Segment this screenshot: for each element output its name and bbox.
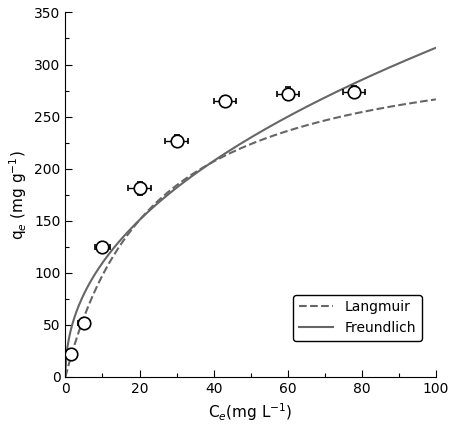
Langmuir bbox=[240, 144, 246, 150]
Freundlich bbox=[240, 139, 246, 144]
Freundlich bbox=[63, 370, 68, 375]
Langmuir bbox=[423, 98, 429, 103]
Line: Langmuir: Langmuir bbox=[66, 99, 435, 377]
Freundlich bbox=[432, 45, 438, 50]
Langmuir bbox=[238, 145, 243, 150]
Legend: Langmuir, Freundlich: Langmuir, Freundlich bbox=[293, 295, 420, 341]
Freundlich bbox=[238, 141, 243, 146]
Langmuir bbox=[365, 108, 371, 113]
Y-axis label: q$_{e}$ (mg g$^{-1}$): q$_{e}$ (mg g$^{-1}$) bbox=[7, 150, 29, 240]
X-axis label: C$_{e}$(mg L$^{-1}$): C$_{e}$(mg L$^{-1}$) bbox=[208, 401, 292, 423]
Freundlich bbox=[365, 74, 371, 79]
Langmuir bbox=[283, 129, 288, 134]
Line: Freundlich: Freundlich bbox=[66, 48, 435, 372]
Langmuir bbox=[432, 97, 438, 102]
Freundlich bbox=[283, 115, 288, 120]
Freundlich bbox=[263, 126, 268, 131]
Freundlich bbox=[423, 49, 429, 54]
Langmuir bbox=[263, 136, 268, 141]
Langmuir bbox=[63, 374, 68, 379]
